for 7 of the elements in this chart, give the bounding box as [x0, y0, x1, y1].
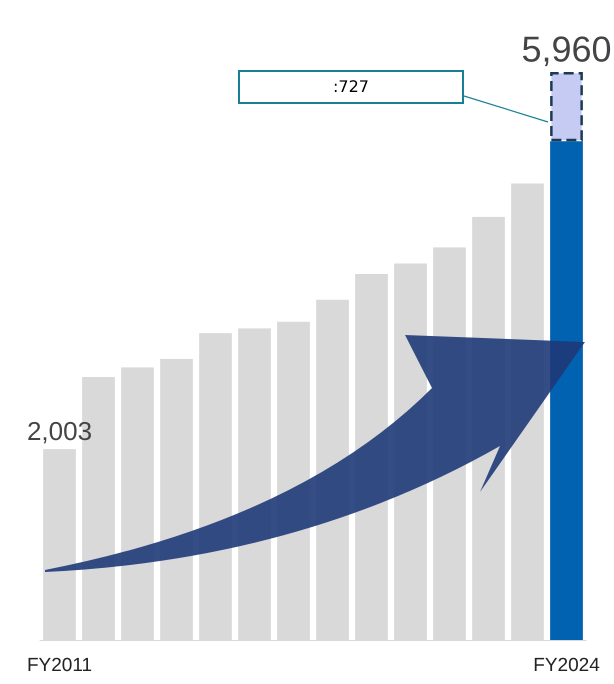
data-label: 2,003 [26, 416, 92, 446]
annotation: :727 [238, 70, 464, 104]
x-tick-label: FY2024 [533, 655, 600, 676]
x-tick-label: FY2011 [26, 655, 92, 676]
bar [550, 72, 583, 142]
total-label: 5,960 [521, 28, 612, 70]
bar [550, 141, 583, 640]
